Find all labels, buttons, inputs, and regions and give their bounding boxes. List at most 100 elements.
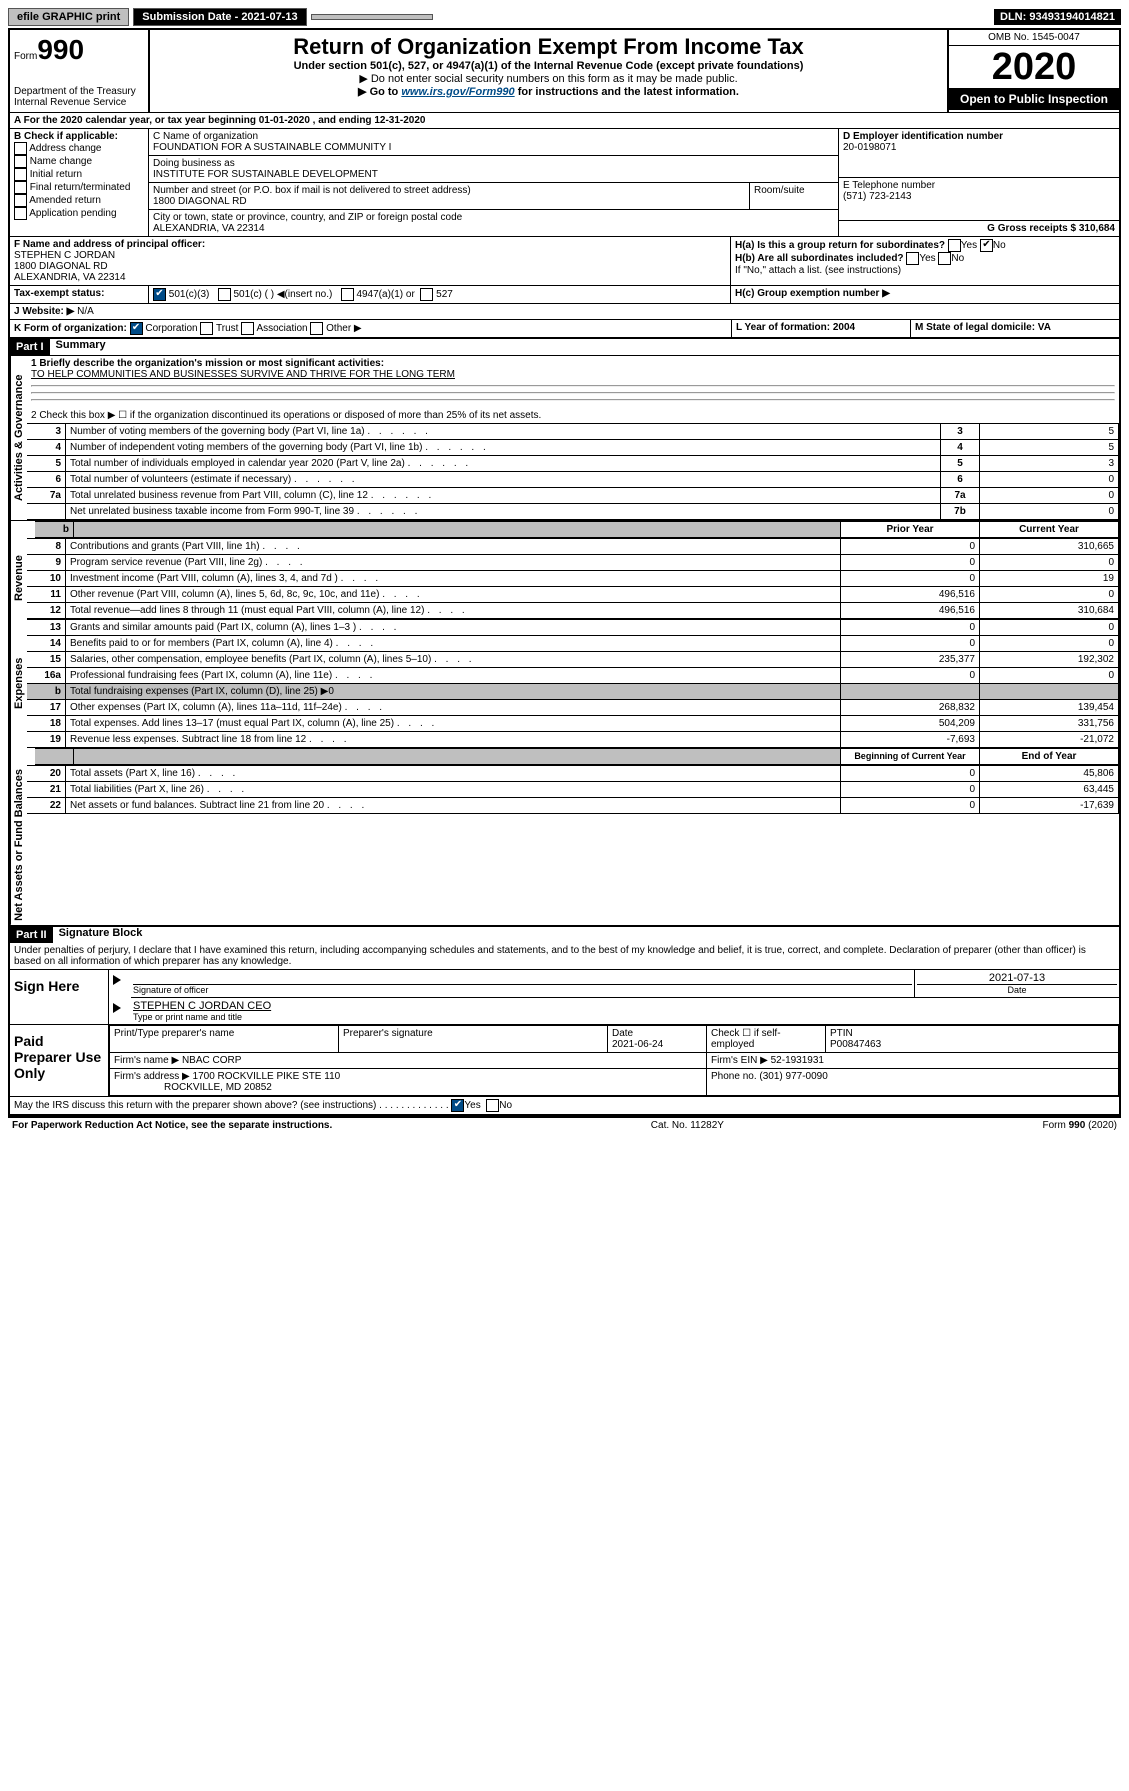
ptin: P00847463 bbox=[830, 1039, 881, 1050]
table-row: 20Total assets (Part X, line 16) . . . .… bbox=[27, 766, 1119, 782]
section-e-label: E Telephone number bbox=[843, 180, 1115, 191]
section-c-label: C Name of organization bbox=[153, 131, 834, 142]
perjury-text: Under penalties of perjury, I declare th… bbox=[10, 943, 1119, 969]
officer-name: STEPHEN C JORDAN bbox=[14, 250, 726, 261]
submission-date: Submission Date - 2021-07-13 bbox=[133, 8, 306, 26]
hdr-prior: Prior Year bbox=[841, 522, 980, 538]
checkbox-item[interactable]: Address change bbox=[14, 142, 144, 155]
hdr-begin: Beginning of Current Year bbox=[841, 749, 980, 765]
firm-city: ROCKVILLE, MD 20852 bbox=[164, 1082, 272, 1093]
section-j-label: J Website: ▶ bbox=[14, 306, 74, 317]
footer-left: For Paperwork Reduction Act Notice, see … bbox=[12, 1120, 332, 1131]
h-b: H(b) Are all subordinates included? Yes … bbox=[735, 252, 1115, 265]
date-label: Date bbox=[917, 984, 1117, 995]
label-expenses: Expenses bbox=[10, 619, 27, 748]
table-row: 15Salaries, other compensation, employee… bbox=[27, 652, 1119, 668]
phone-value: (571) 723-2143 bbox=[843, 191, 1115, 202]
table-row: 17Other expenses (Part IX, column (A), l… bbox=[27, 700, 1119, 716]
check-self: Check ☐ if self-employed bbox=[707, 1025, 826, 1052]
form-number: 990 bbox=[37, 34, 84, 65]
part1-header: Part I bbox=[10, 339, 50, 355]
firm-name: NBAC CORP bbox=[182, 1055, 241, 1066]
addr-label: Number and street (or P.O. box if mail i… bbox=[153, 185, 745, 196]
mission-text: TO HELP COMMUNITIES AND BUSINESSES SURVI… bbox=[31, 369, 455, 380]
room-label: Room/suite bbox=[750, 183, 838, 210]
dept-label: Department of the Treasury Internal Reve… bbox=[14, 86, 144, 108]
table-row: 8Contributions and grants (Part VIII, li… bbox=[27, 539, 1119, 555]
triangle-icon bbox=[113, 975, 121, 985]
h-c: H(c) Group exemption number ▶ bbox=[735, 288, 890, 299]
part2-title: Signature Block bbox=[59, 927, 143, 943]
table-row: 14Benefits paid to or for members (Part … bbox=[27, 636, 1119, 652]
firm-addr: 1700 ROCKVILLE PIKE STE 110 bbox=[193, 1071, 341, 1082]
part1-title: Summary bbox=[56, 339, 106, 355]
open-public: Open to Public Inspection bbox=[949, 88, 1119, 110]
table-row: 16aProfessional fundraising fees (Part I… bbox=[27, 668, 1119, 684]
table-row: Net unrelated business taxable income fr… bbox=[27, 504, 1119, 520]
checkbox-item[interactable]: Initial return bbox=[14, 168, 144, 181]
checkbox-item[interactable]: Application pending bbox=[14, 207, 144, 220]
section-a: A For the 2020 calendar year, or tax yea… bbox=[10, 113, 429, 128]
type-name-label: Type or print name and title bbox=[133, 1012, 1117, 1022]
table-row: 7aTotal unrelated business revenue from … bbox=[27, 488, 1119, 504]
line1-label: 1 Briefly describe the organization's mi… bbox=[31, 358, 384, 369]
table-row: 5Total number of individuals employed in… bbox=[27, 456, 1119, 472]
table-row: 18Total expenses. Add lines 13–17 (must … bbox=[27, 716, 1119, 732]
line2: 2 Check this box ▶ ☐ if the organization… bbox=[27, 408, 1119, 423]
h-b-note: If "No," attach a list. (see instruction… bbox=[735, 265, 1115, 276]
omb-number: OMB No. 1545-0047 bbox=[949, 30, 1119, 46]
section-f-label: F Name and address of principal officer: bbox=[14, 239, 205, 250]
prep-date: 2021-06-24 bbox=[612, 1039, 663, 1050]
label-net: Net Assets or Fund Balances bbox=[10, 765, 27, 925]
checkbox-item[interactable]: Final return/terminated bbox=[14, 181, 144, 194]
section-d-label: D Employer identification number bbox=[843, 131, 1003, 142]
dba-value: INSTITUTE FOR SUSTAINABLE DEVELOPMENT bbox=[153, 169, 834, 180]
form-title: Return of Organization Exempt From Incom… bbox=[154, 34, 943, 60]
hdr-current: Current Year bbox=[980, 522, 1119, 538]
prep-name-label: Print/Type preparer's name bbox=[110, 1025, 339, 1052]
dln: DLN: 93493194014821 bbox=[994, 9, 1121, 25]
org-name: FOUNDATION FOR A SUSTAINABLE COMMUNITY I bbox=[153, 142, 834, 153]
section-i-label: Tax-exempt status: bbox=[10, 286, 149, 303]
triangle-icon bbox=[113, 1003, 121, 1013]
officer-addr1: 1800 DIAGONAL RD bbox=[14, 261, 726, 272]
checkbox-item[interactable]: Name change bbox=[14, 155, 144, 168]
table-row: 11Other revenue (Part VIII, column (A), … bbox=[27, 587, 1119, 603]
h-a: H(a) Is this a group return for subordin… bbox=[735, 239, 1115, 252]
officer-addr2: ALEXANDRIA, VA 22314 bbox=[14, 272, 726, 283]
addr-value: 1800 DIAGONAL RD bbox=[153, 196, 745, 207]
tax-status: ✔ 501(c)(3) 501(c) ( ) ◀(insert no.) 494… bbox=[149, 286, 731, 303]
efile-header: efile GRAPHIC print Submission Date - 20… bbox=[8, 8, 1121, 26]
city-label: City or town, state or province, country… bbox=[153, 212, 834, 223]
part2-header: Part II bbox=[10, 927, 53, 943]
website: N/A bbox=[77, 306, 94, 317]
table-row: 21Total liabilities (Part X, line 26) . … bbox=[27, 782, 1119, 798]
form-label: Form bbox=[14, 51, 37, 62]
officer-printed: STEPHEN C JORDAN CEO bbox=[133, 1000, 1117, 1012]
prep-sig-label: Preparer's signature bbox=[339, 1025, 608, 1052]
table-row: bTotal fundraising expenses (Part IX, co… bbox=[27, 684, 1119, 700]
table-row: 19Revenue less expenses. Subtract line 1… bbox=[27, 732, 1119, 748]
checkbox-item[interactable]: Amended return bbox=[14, 194, 144, 207]
form-note1: ▶ Do not enter social security numbers o… bbox=[154, 72, 943, 85]
table-row: 12Total revenue—add lines 8 through 11 (… bbox=[27, 603, 1119, 619]
table-row: 4Number of independent voting members of… bbox=[27, 440, 1119, 456]
dba-label: Doing business as bbox=[153, 158, 834, 169]
tax-year: 2020 bbox=[949, 46, 1119, 88]
table-row: 10Investment income (Part VIII, column (… bbox=[27, 571, 1119, 587]
sig-officer-label: Signature of officer bbox=[133, 984, 912, 995]
city-value: ALEXANDRIA, VA 22314 bbox=[153, 223, 834, 234]
paid-preparer: Paid Preparer Use Only bbox=[10, 1025, 109, 1096]
table-row: 3Number of voting members of the governi… bbox=[27, 424, 1119, 440]
table-row: 9Program service revenue (Part VIII, lin… bbox=[27, 555, 1119, 571]
form-note2: ▶ Go to www.irs.gov/Form990 for instruct… bbox=[154, 85, 943, 98]
form-subtitle: Under section 501(c), 527, or 4947(a)(1)… bbox=[154, 60, 943, 72]
table-row: 6Total number of volunteers (estimate if… bbox=[27, 472, 1119, 488]
hdr-end: End of Year bbox=[980, 749, 1119, 765]
sign-here: Sign Here bbox=[10, 970, 109, 1024]
firm-phone: (301) 977-0090 bbox=[759, 1071, 827, 1082]
sig-date: 2021-07-13 bbox=[917, 972, 1117, 984]
footer-mid: Cat. No. 11282Y bbox=[651, 1120, 724, 1131]
irs-link[interactable]: www.irs.gov/Form990 bbox=[401, 86, 514, 98]
ein-value: 20-0198071 bbox=[843, 142, 1115, 153]
